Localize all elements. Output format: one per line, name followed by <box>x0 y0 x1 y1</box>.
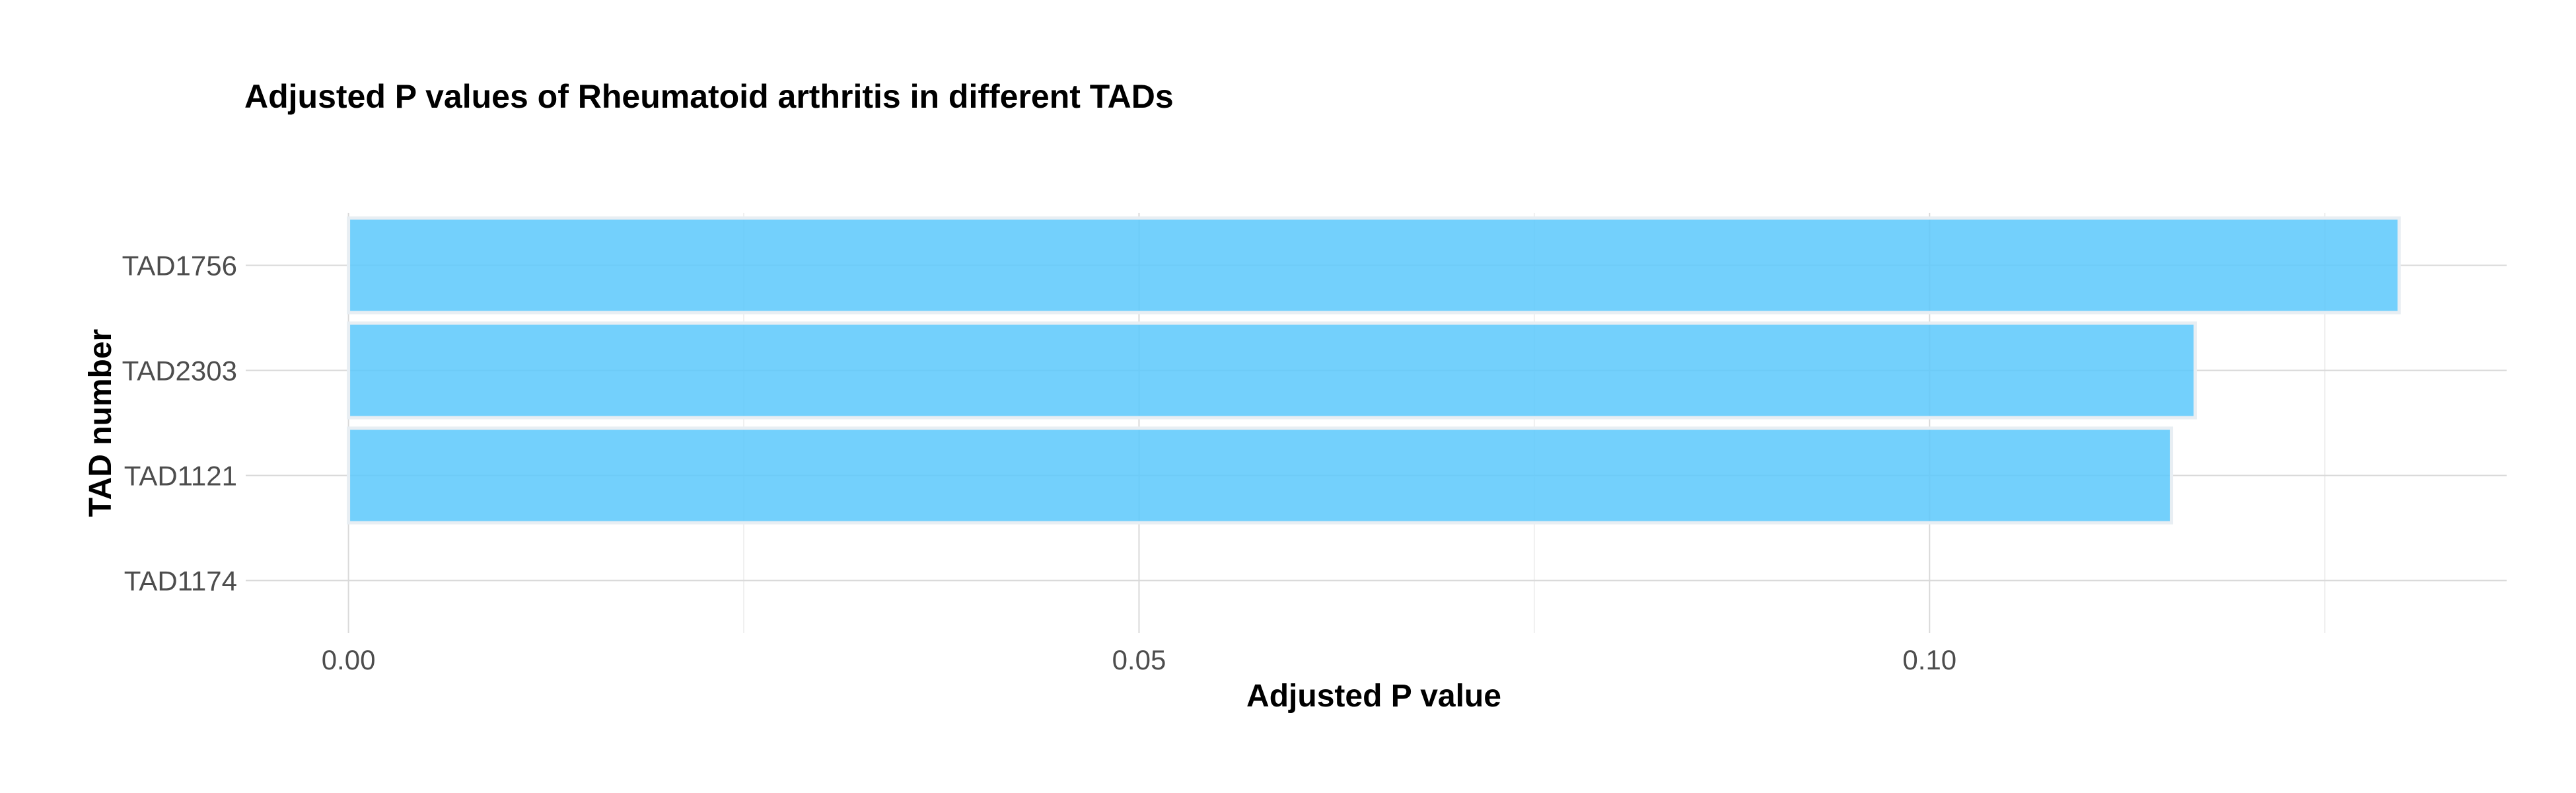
x-tick-label: 0.10 <box>1902 644 1956 675</box>
y-tick-label: TAD2303 <box>122 356 237 387</box>
bar-tad1756 <box>347 216 2401 315</box>
x-tick-label: 0.00 <box>322 644 376 675</box>
bar-tad1121 <box>347 426 2174 525</box>
bar-tad2303 <box>347 321 2197 420</box>
bars-layer <box>347 216 2401 525</box>
y-tick-label: TAD1174 <box>124 566 237 597</box>
x-axis-title: Adjusted P value <box>1246 679 1501 714</box>
x-tick-labels: 0.00 0.05 0.10 <box>322 644 1956 675</box>
x-tick-label: 0.05 <box>1112 644 1166 675</box>
y-tick-labels: TAD1756 TAD2303 TAD1121 TAD1174 <box>122 250 237 597</box>
y-axis-title: TAD number <box>83 329 118 517</box>
y-tick-label: TAD1121 <box>124 461 237 492</box>
y-tick-label: TAD1756 <box>122 250 237 282</box>
chart-title: Adjusted P values of Rheumatoid arthriti… <box>244 78 1174 115</box>
